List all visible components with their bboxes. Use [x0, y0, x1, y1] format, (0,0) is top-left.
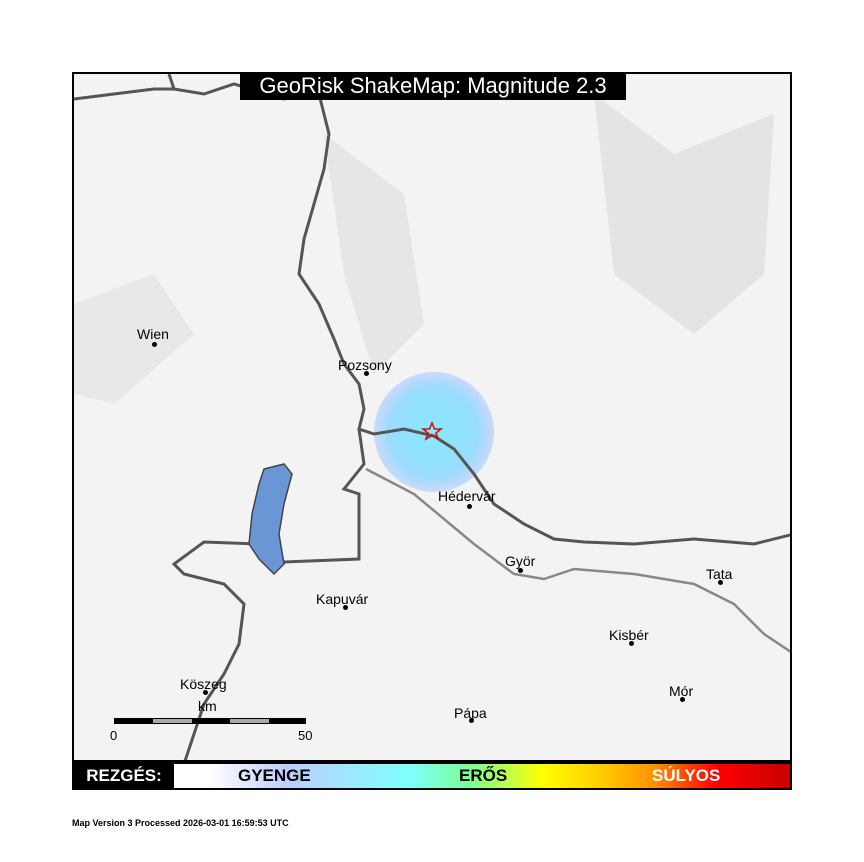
legend-colorbar: GYENGE ERŐS SÚLYOS: [174, 764, 790, 788]
legend-label: REZGÉS:: [74, 764, 174, 788]
intensity-legend: REZGÉS: GYENGE ERŐS SÚLYOS: [72, 762, 792, 790]
shakemap[interactable]: 0 50 km: [72, 72, 792, 762]
scale-start: 0: [110, 728, 118, 743]
legend-mid: ERŐS: [459, 766, 508, 785]
lake-neusiedl: [248, 463, 293, 576]
map-title: GeoRisk ShakeMap: Magnitude 2.3: [240, 72, 626, 100]
legend-high: SÚLYOS: [652, 766, 721, 785]
scale-bar: [114, 718, 306, 724]
map-layer: [74, 74, 790, 760]
scale-end: 50: [298, 728, 313, 743]
country-border: [74, 87, 174, 101]
country-border: [171, 428, 366, 760]
river: [365, 467, 790, 653]
epicenter-star-icon: [420, 420, 444, 441]
terrain-shade: [324, 134, 424, 374]
scale-unit: km: [198, 698, 217, 714]
legend-low: GYENGE: [238, 766, 311, 785]
terrain-shade: [594, 94, 774, 334]
terrain-shade: [74, 274, 194, 404]
footer-processed: Map Version 3 Processed 2026-03-01 16:59…: [72, 818, 289, 828]
